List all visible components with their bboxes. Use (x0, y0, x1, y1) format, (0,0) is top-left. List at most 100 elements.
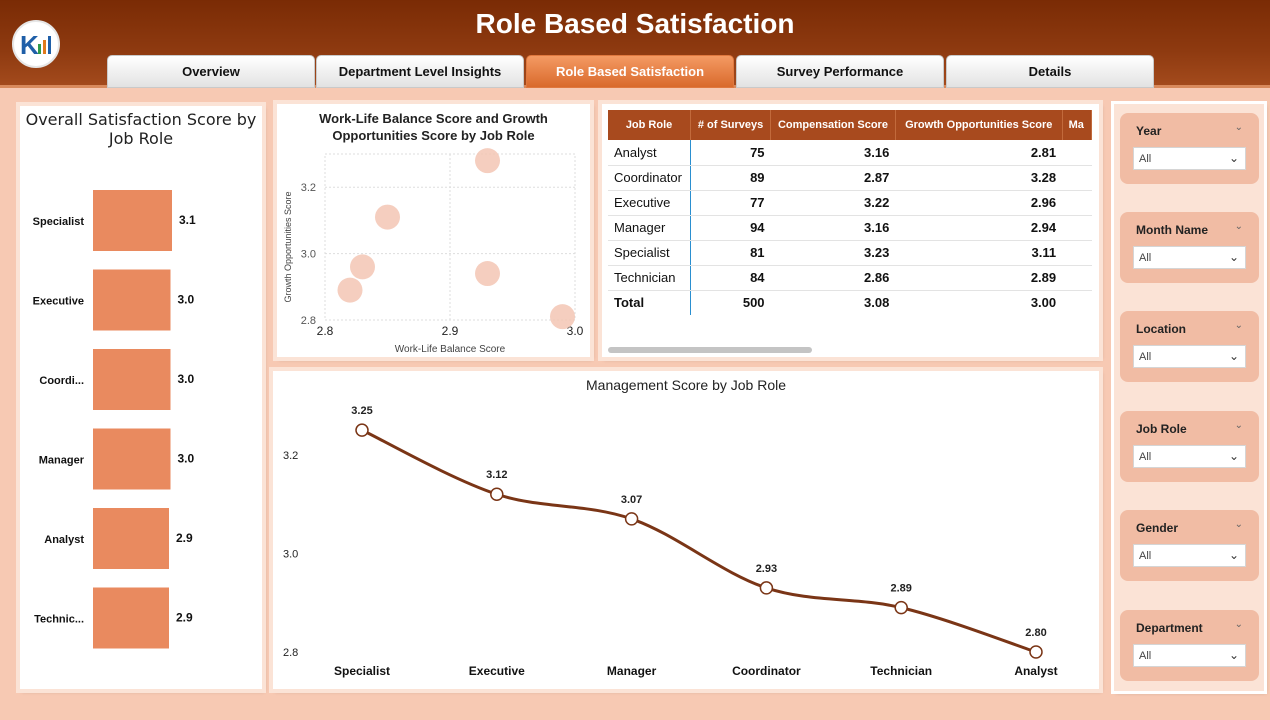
line-x-tick: Manager (607, 664, 657, 678)
tab-overview[interactable]: Overview (107, 55, 315, 88)
scatter-chart: 3.2 3.0 2.82.8 2.9 3.0 Work-Life Balance Scor… (283, 148, 584, 355)
cell-empty (1062, 240, 1092, 266)
line-y-tick: 3.2 (283, 450, 298, 462)
gender-dropdown[interactable]: All ⌄ (1133, 544, 1246, 567)
department-dropdown[interactable]: All ⌄ (1133, 644, 1246, 667)
col-job-role[interactable]: Job Role (608, 110, 692, 140)
collapse-chevron-icon[interactable]: ⌄ (1234, 320, 1243, 331)
slicer-gender: Gender ⌄ All ⌄ (1120, 510, 1259, 581)
bar-category-label: Technic... (34, 614, 84, 626)
cell-growth: 3.28 (895, 165, 1063, 191)
tab-details[interactable]: Details (946, 55, 1154, 88)
cell-surveys: 75 (690, 140, 771, 166)
scatter-x-axis-title: Work-Life Balance Score (395, 344, 506, 355)
line-point[interactable] (624, 512, 639, 526)
bar[interactable] (93, 349, 171, 410)
month-name-dropdown[interactable]: All ⌄ (1133, 246, 1246, 269)
table-row[interactable]: Coordinator 89 2.87 3.28 (608, 165, 1092, 191)
cell-empty (1062, 290, 1091, 315)
line-y-tick: 3.0 (283, 548, 298, 560)
cell-empty (1062, 165, 1092, 191)
line-point[interactable] (1029, 645, 1043, 659)
table-row[interactable]: Executive 77 3.22 2.96 (608, 190, 1092, 216)
job-role-dropdown[interactable]: All ⌄ (1133, 445, 1246, 468)
scatter-point[interactable] (475, 148, 500, 174)
line-data-label: 2.93 (756, 563, 777, 575)
tab-department-level-insights[interactable]: Department Level Insights (316, 55, 524, 88)
line-chart-panel: Management Score by Job Role 3.2 3.0 2.8 3.… (273, 371, 1099, 689)
bar[interactable] (93, 428, 171, 490)
chevron-down-icon: ⌄ (1228, 449, 1239, 463)
line-chart: 3.2 3.0 2.8 3.25 Specialist 3.12 Executive 3.07… (283, 405, 1058, 678)
table-row[interactable]: Manager 94 3.16 2.94 (608, 215, 1092, 241)
bar-value-label: 3.0 (178, 372, 195, 386)
tab-survey-performance[interactable]: Survey Performance (736, 55, 944, 88)
cell-compensation: 3.16 (770, 140, 896, 166)
cell-empty (1062, 265, 1092, 291)
slicer-job-role: Job Role ⌄ All ⌄ (1120, 411, 1259, 482)
scatter-point[interactable] (375, 204, 400, 230)
bar-value-label: 2.9 (176, 531, 193, 545)
line-x-tick: Technician (870, 664, 932, 678)
table-row[interactable]: Technician 84 2.86 2.89 (608, 265, 1092, 291)
cell-empty (1062, 140, 1092, 166)
line-point[interactable] (894, 600, 908, 615)
line-data-label: 3.25 (351, 405, 372, 417)
bar[interactable] (93, 190, 172, 251)
cell-total-compensation: 3.08 (864, 295, 890, 311)
slicer-location: Location ⌄ All ⌄ (1120, 311, 1259, 382)
scatter-x-tick: 3.0 (567, 324, 584, 338)
col-surveys[interactable]: # of Surveys (690, 110, 772, 140)
dropdown-value: All (1139, 550, 1152, 562)
table-panel: Job Role # of Surveys Compensation Score… (602, 104, 1099, 357)
collapse-chevron-icon[interactable]: ⌄ (1234, 221, 1243, 232)
line-x-tick: Specialist (334, 664, 390, 678)
bar-category-label: Coordi... (39, 375, 84, 387)
tab-role-based-satisfaction[interactable]: Role Based Satisfaction (526, 55, 734, 88)
col-management-truncated[interactable]: Ma (1062, 110, 1092, 140)
line-point[interactable] (759, 581, 774, 595)
line-x-tick: Coordinator (732, 664, 801, 678)
line-point[interactable] (355, 423, 369, 437)
bar[interactable] (93, 587, 169, 649)
svg-text:K: K (20, 30, 39, 60)
management-score-line (361, 428, 1037, 654)
chevron-down-icon: ⌄ (1228, 349, 1239, 363)
line-y-tick: 2.8 (283, 647, 298, 659)
year-dropdown[interactable]: All ⌄ (1133, 147, 1246, 170)
bar-category-label: Manager (39, 455, 85, 467)
cell-total-surveys: 500 (742, 295, 765, 311)
scatter-point[interactable] (350, 254, 375, 280)
line-data-label: 3.12 (486, 469, 507, 481)
scatter-point[interactable] (550, 304, 575, 330)
page-title: Role Based Satisfaction (475, 8, 795, 39)
scatter-point[interactable] (337, 277, 363, 303)
dropdown-value: All (1139, 650, 1152, 662)
table-row[interactable]: Analyst 75 3.16 2.81 (608, 140, 1092, 166)
scatter-point[interactable] (475, 261, 500, 287)
bar[interactable] (93, 508, 169, 569)
slicer-month-name: Month Name ⌄ All ⌄ (1120, 212, 1259, 283)
chevron-down-icon: ⌄ (1228, 250, 1239, 264)
collapse-chevron-icon[interactable]: ⌄ (1234, 122, 1243, 133)
collapse-chevron-icon[interactable]: ⌄ (1234, 619, 1243, 630)
cell-total-label: Total (608, 290, 692, 315)
location-dropdown[interactable]: All ⌄ (1133, 345, 1246, 368)
cell-surveys: 89 (690, 165, 771, 191)
slicer-label: Year (1136, 124, 1162, 138)
bar[interactable] (93, 269, 171, 331)
collapse-chevron-icon[interactable]: ⌄ (1234, 519, 1243, 530)
cell-surveys: 81 (690, 240, 771, 266)
line-x-tick: Executive (469, 664, 525, 678)
line-point[interactable] (490, 487, 504, 501)
company-logo: K (12, 20, 60, 68)
table-horizontal-scrollbar[interactable] (608, 347, 812, 353)
table-row[interactable]: Specialist 81 3.23 3.11 (608, 240, 1092, 266)
line-chart-title: Management Score by Job Role (586, 377, 786, 393)
cell-surveys: 84 (690, 265, 771, 291)
col-growth[interactable]: Growth Opportunities Score (895, 110, 1063, 140)
scatter-x-tick: 2.9 (442, 324, 459, 338)
collapse-chevron-icon[interactable]: ⌄ (1234, 420, 1243, 431)
col-compensation[interactable]: Compensation Score (770, 110, 896, 140)
role-score-table: Job Role # of Surveys Compensation Score… (608, 110, 1092, 315)
